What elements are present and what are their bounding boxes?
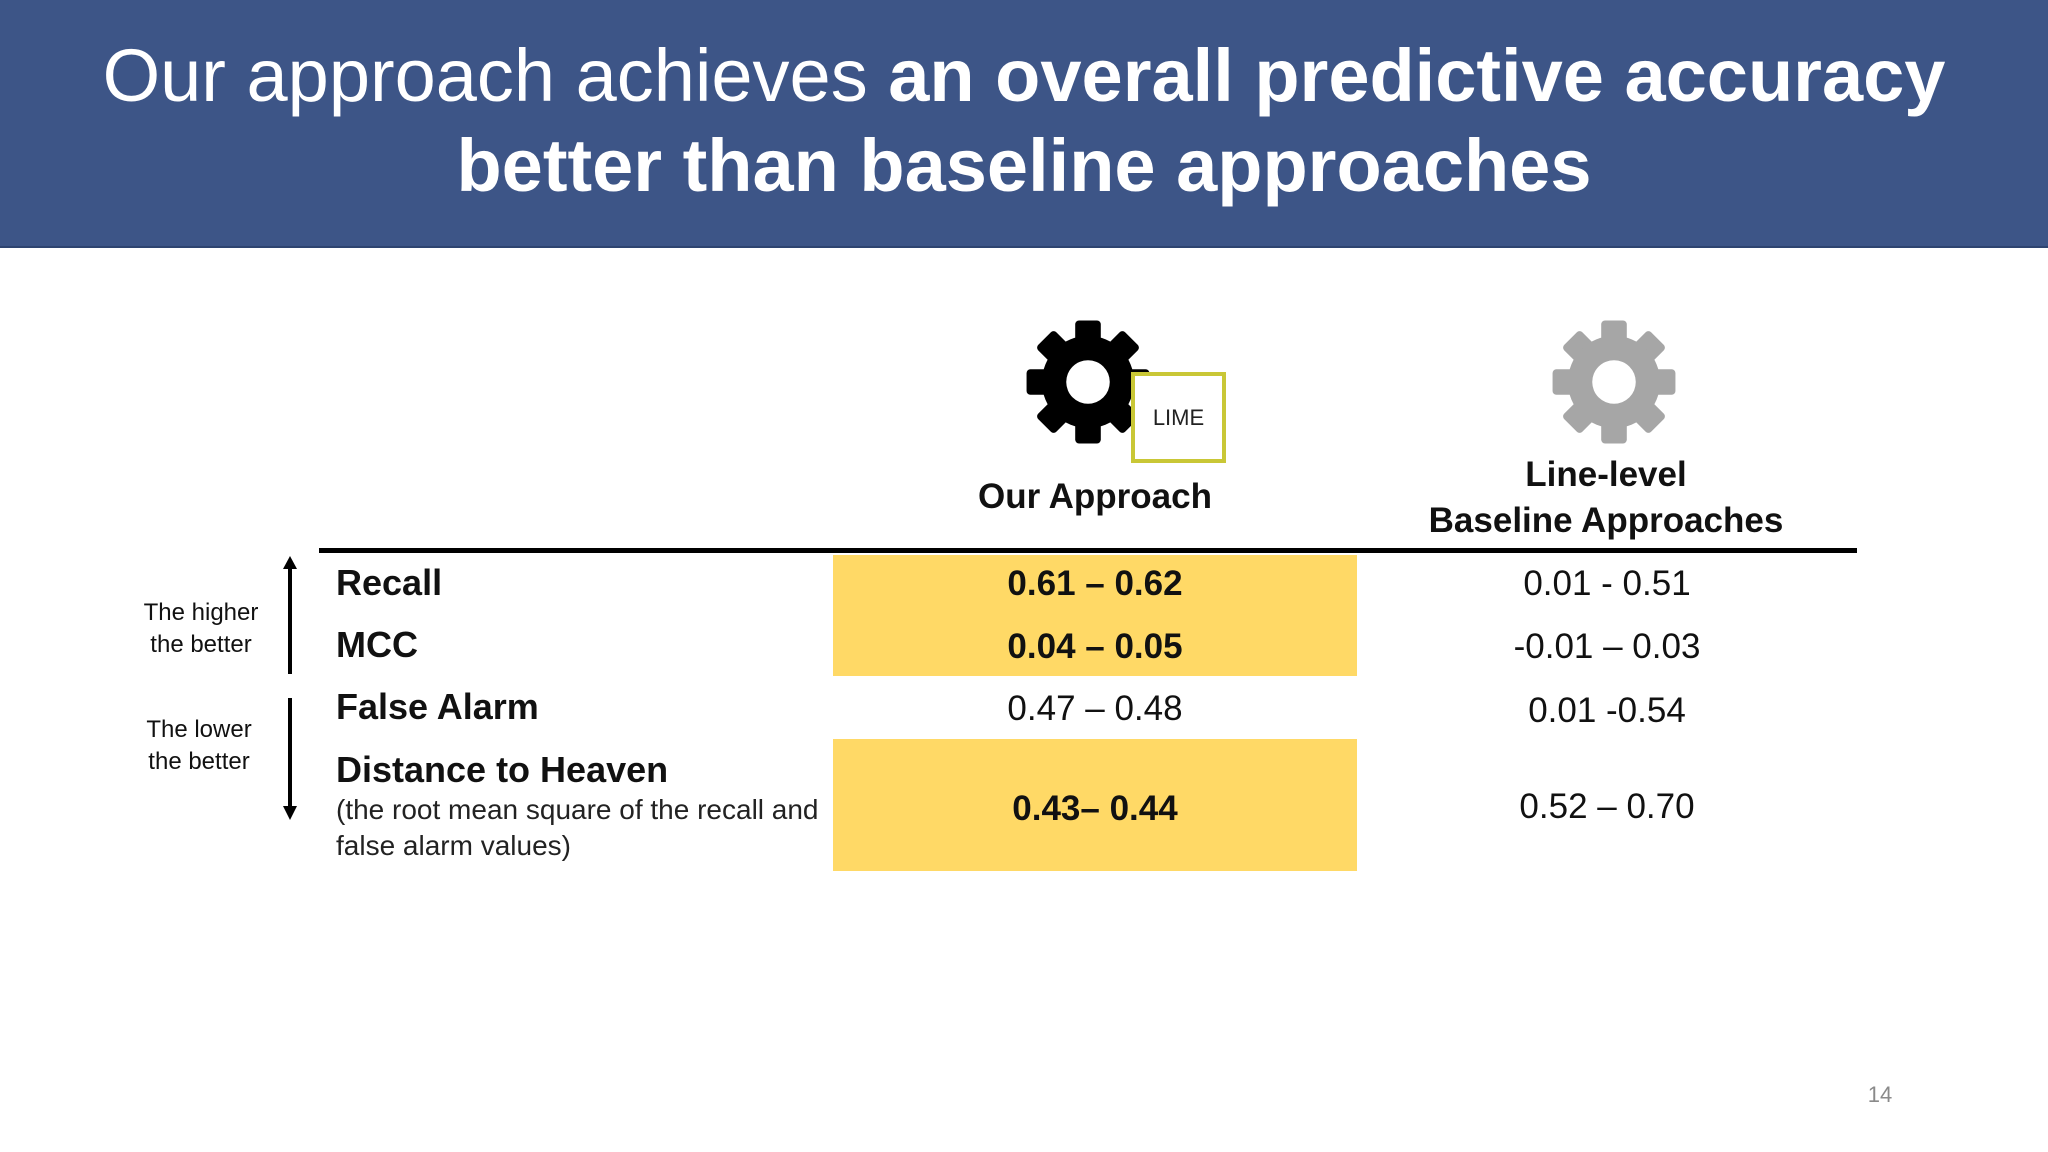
- metric-subtitle-distance-to-heaven: (the root mean square of the recall and …: [336, 794, 819, 861]
- title-banner: Our approach achieves an overall predict…: [0, 0, 2048, 248]
- note-higher-better: The higher the better: [121, 597, 281, 661]
- note-higher-line-1: The higher: [143, 599, 259, 626]
- lime-label: LIME: [1152, 404, 1205, 430]
- note-higher-line-2: the better: [150, 631, 252, 658]
- metric-label-false-alarm: False Alarm: [336, 686, 539, 727]
- cell-ours-recall: 0.61 – 0.62: [1007, 564, 1183, 603]
- lime-tag: LIME: [1131, 372, 1226, 463]
- gear-icon: [1026, 320, 1150, 444]
- page-number: 14: [1867, 1082, 1893, 1107]
- table-top-rule: [319, 548, 1857, 553]
- baseline-header-line-2: Baseline Approaches: [1428, 501, 1784, 540]
- note-lower-line-2: the better: [148, 748, 250, 775]
- column-header-our-approach: Our Approach: [978, 477, 1212, 516]
- metric-label-mcc: MCC: [336, 624, 418, 665]
- title-normal-part: Our approach achieves: [102, 34, 889, 117]
- gear-icon: [1552, 320, 1676, 444]
- cell-ours-mcc: 0.04 – 0.05: [1007, 627, 1183, 666]
- slide-title-line-1: Our approach achieves an overall predict…: [0, 34, 2048, 118]
- column-header-baseline: Line-level Baseline Approaches: [1356, 452, 1856, 544]
- note-lower-better: The lower the better: [119, 714, 279, 778]
- cell-ours-false-alarm: 0.47 – 0.48: [1007, 689, 1183, 728]
- note-lower-line-1: The lower: [146, 716, 252, 743]
- title-bold-part: an overall predictive accuracy: [888, 34, 1946, 117]
- cell-baseline-false-alarm: 0.01 -0.54: [1528, 691, 1686, 730]
- slide-title-line-2: better than baseline approaches: [456, 124, 1592, 207]
- cell-baseline-distance-to-heaven: 0.52 – 0.70: [1519, 787, 1695, 826]
- down-arrow-icon: [283, 698, 297, 820]
- highlight-recall-mcc: [833, 555, 1357, 676]
- cell-baseline-mcc: -0.01 – 0.03: [1513, 627, 1701, 666]
- highlight-distance-to-heaven: [833, 739, 1357, 871]
- metric-label-distance-to-heaven: Distance to Heaven: [336, 749, 669, 790]
- metric-label-recall: Recall: [336, 562, 443, 603]
- up-arrow-icon: [283, 556, 297, 674]
- cell-baseline-recall: 0.01 - 0.51: [1523, 564, 1691, 603]
- baseline-header-line-1: Line-level: [1525, 455, 1687, 494]
- cell-ours-distance-to-heaven: 0.43– 0.44: [1012, 789, 1178, 828]
